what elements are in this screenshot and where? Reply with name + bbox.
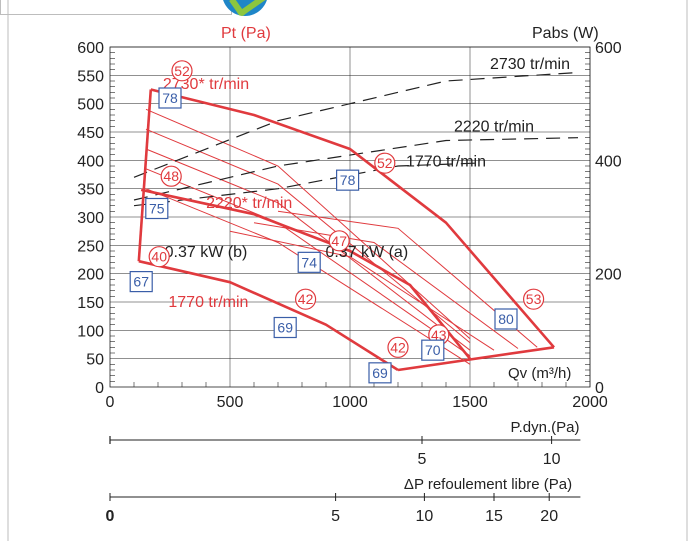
dyn-pressure-tick-label: 5	[418, 451, 427, 468]
right-axis-label: Pabs (W)	[532, 25, 599, 42]
tick-label-left: 0	[95, 380, 104, 397]
tick-label-left: 50	[86, 352, 104, 369]
speed-label: 1770 tr/min	[168, 294, 248, 311]
tick-label-left: 150	[77, 295, 104, 312]
tick-label-left: 200	[77, 267, 104, 284]
tick-label-bottom: 1500	[452, 394, 488, 411]
tick-label-left: 100	[77, 323, 104, 340]
plot-frame	[109, 46, 591, 388]
tick-label-right: 200	[595, 267, 622, 284]
free-discharge-tick-label: 15	[485, 508, 503, 525]
tick-label-left: 500	[77, 97, 104, 114]
efficiency-curve	[145, 148, 471, 351]
free-discharge-tick-label: 10	[416, 508, 434, 525]
sound-level-box	[368, 362, 392, 384]
efficiency-curve	[229, 230, 495, 351]
speed-curve	[138, 259, 399, 372]
sound-level-box	[421, 339, 445, 361]
sound-level-circle	[374, 152, 396, 174]
speed-curve	[140, 188, 472, 360]
sound-level-box	[494, 308, 518, 330]
motor-label: 0.37 kW (b)	[165, 244, 248, 261]
free-discharge-tick-label: 0	[106, 508, 115, 525]
speed-label: 2220 tr/min	[454, 118, 534, 135]
free-discharge-tick-label: 5	[331, 508, 340, 525]
sound-level-red: 52	[174, 63, 190, 79]
sound-level-red: 52	[377, 155, 393, 171]
sound-level-box	[336, 169, 360, 191]
sound-level-circle	[387, 336, 409, 358]
bottom-axis-label: Qv (m³/h)	[508, 365, 571, 382]
left-axis-label: Pt (Pa)	[221, 25, 271, 42]
efficiency-curve	[145, 108, 471, 340]
sound-level-box	[158, 87, 182, 109]
tick-label-left: 600	[77, 40, 104, 57]
tick-label-right: 0	[595, 380, 604, 397]
efficiency-curve	[145, 128, 471, 344]
sound-level-red: 43	[431, 327, 447, 343]
sound-level-circle	[160, 165, 182, 187]
sound-level-blue: 74	[301, 254, 317, 270]
tick-label-left: 350	[77, 182, 104, 199]
sound-level-blue: 78	[340, 172, 356, 188]
power-curve	[133, 137, 579, 201]
tick-label-bottom: 0	[106, 394, 115, 411]
sound-level-circle	[295, 288, 317, 310]
sound-level-red: 42	[298, 291, 314, 307]
logo-icon	[222, 0, 268, 16]
tick-label-bottom: 2000	[572, 394, 608, 411]
sound-level-circle	[522, 288, 545, 310]
tick-label-right: 600	[595, 40, 622, 57]
tick-label-left: 550	[77, 68, 104, 85]
tick-label-right: 400	[595, 153, 622, 170]
sound-level-red: 42	[390, 339, 406, 355]
tick-label-left: 450	[77, 125, 104, 142]
tick-label-left: 400	[77, 153, 104, 170]
tick-label-bottom: 500	[217, 394, 244, 411]
free-discharge-tick-label: 20	[540, 508, 558, 525]
dyn-pressure-tick-label: 10	[543, 451, 561, 468]
efficiency-curve	[145, 188, 471, 365]
tick-label-bottom: 1000	[332, 394, 368, 411]
sound-level-red: 40	[151, 249, 167, 265]
sound-level-blue: 75	[149, 201, 165, 217]
sound-level-red: 53	[526, 291, 542, 307]
envelope-left-edge	[137, 89, 153, 262]
sound-level-box	[297, 251, 321, 273]
sound-level-blue: 80	[498, 311, 514, 327]
sound-level-box	[129, 271, 153, 293]
sound-level-blue: 67	[133, 274, 149, 290]
sound-level-blue: 78	[162, 90, 178, 106]
sound-level-blue: 69	[372, 365, 388, 381]
efficiency-curve	[277, 210, 538, 348]
sound-level-blue: 69	[277, 320, 293, 336]
tick-label-left: 300	[77, 210, 104, 227]
free-discharge-label: ΔP refoulement libre (Pa)	[404, 476, 572, 493]
speed-label: 2730 tr/min	[490, 56, 570, 73]
envelope-bottom-edge	[397, 346, 555, 372]
sound-level-blue: 70	[425, 342, 441, 358]
sound-level-circle	[171, 60, 193, 82]
sound-level-red: 47	[331, 233, 347, 249]
speed-label: 2220* tr/min	[206, 195, 292, 212]
sound-level-circle	[328, 230, 350, 252]
sound-level-box	[273, 316, 297, 339]
dyn-pressure-label: P.dyn.(Pa)	[511, 419, 580, 436]
speed-label: 1770 tr/min	[406, 153, 486, 170]
tick-label-left: 250	[77, 238, 104, 255]
sound-level-circle	[148, 246, 170, 268]
sound-level-box	[145, 197, 169, 220]
power-curve	[133, 71, 579, 178]
sound-level-red: 48	[163, 168, 179, 184]
speed-curve	[150, 88, 555, 349]
